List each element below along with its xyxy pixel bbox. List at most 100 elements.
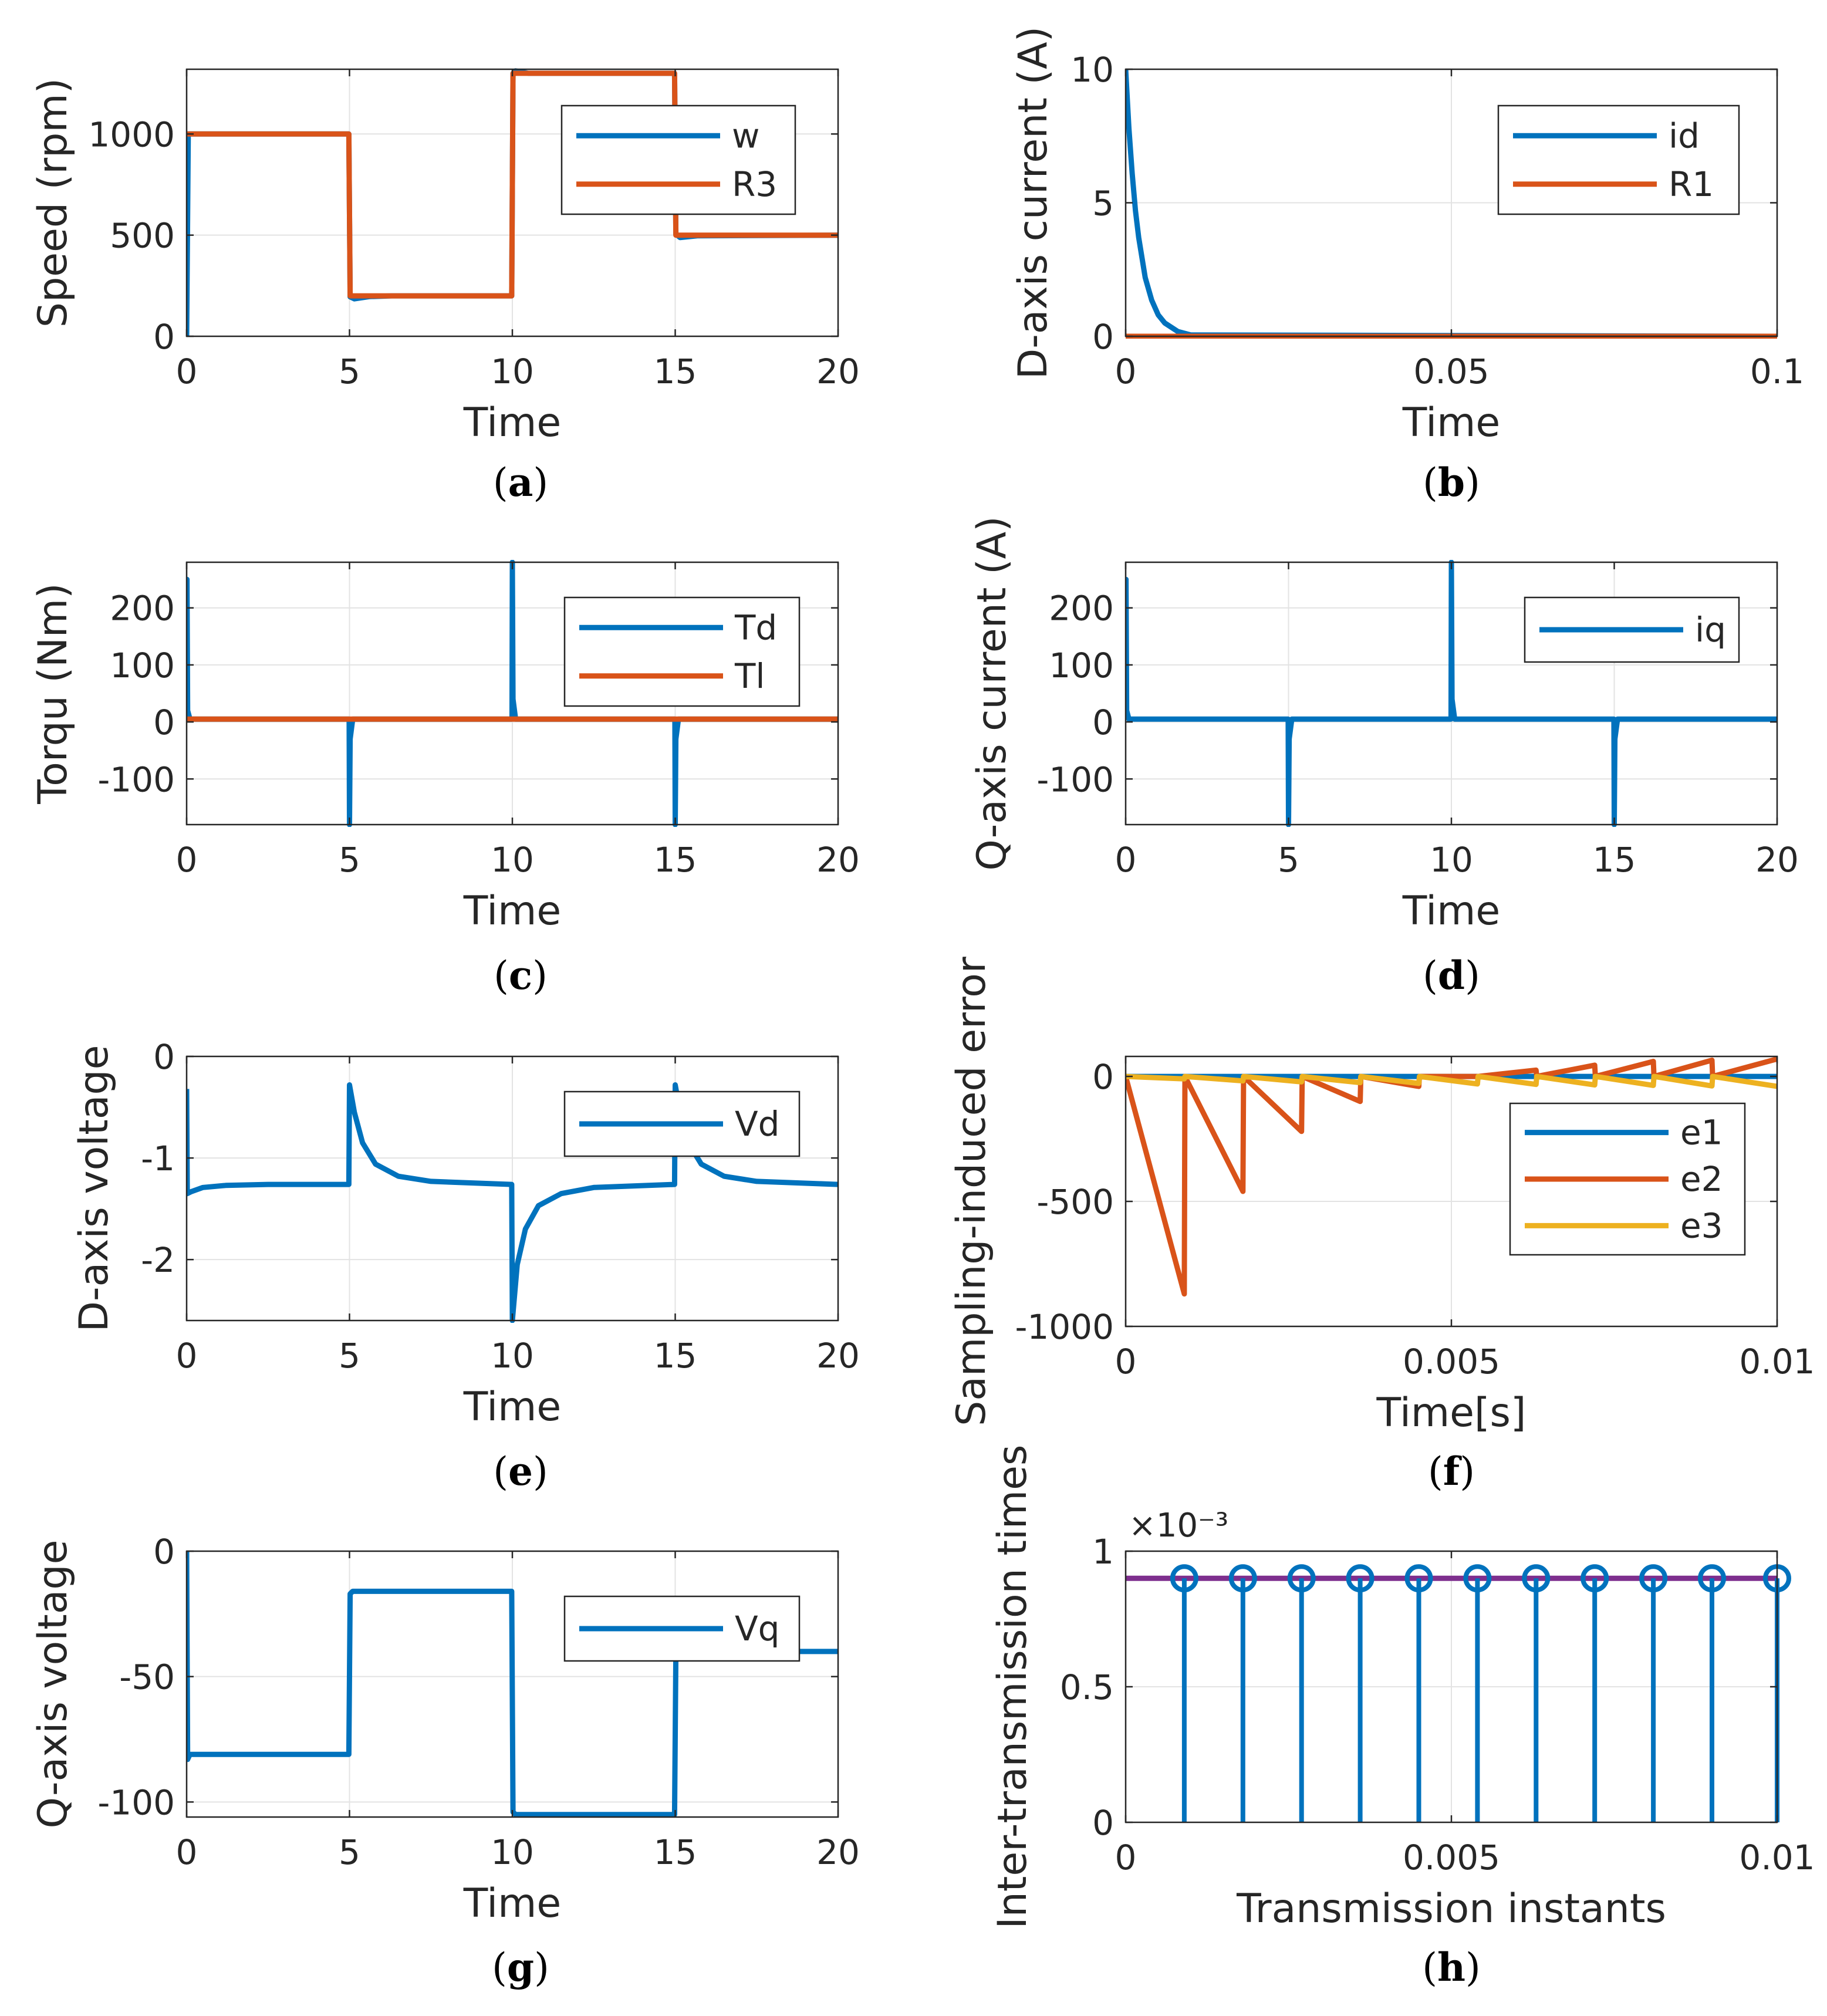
x-tick-label: 0 <box>1115 1838 1137 1877</box>
x-tick-label: 0 <box>1115 1342 1137 1382</box>
caption-paren: ( <box>1422 1945 1437 1990</box>
x-tick-label: 15 <box>654 1336 697 1376</box>
legend-entry-Vq: Vq <box>735 1609 780 1649</box>
chart-panel-b: 0 0.05 0.1 0 5 10 Time D-axis current (A) id R1 (b… <box>1010 26 1804 505</box>
chart-panel-f: 0 0.005 0.01 -1000 -500 0 Time[s] Sampling-indu… <box>948 957 1815 1494</box>
x-axis-label: Time <box>1402 888 1500 934</box>
x-tick-label: 0 <box>1115 840 1137 880</box>
x-tick-label: 0.01 <box>1739 1342 1815 1382</box>
series-line-e2 <box>1126 1056 1777 1297</box>
x-tick-label: 0 <box>1115 352 1137 391</box>
caption-paren: ) <box>1465 1945 1481 1990</box>
chart-panel-h: 0 0.005 0.01 0 0.5 1 Transmission instants Inte… <box>990 1445 1815 1990</box>
x-tick-label: 15 <box>654 1832 697 1872</box>
y-tick-label: -2 <box>141 1240 175 1280</box>
y-tick-label: 0 <box>1092 1803 1114 1843</box>
caption-paren: ) <box>532 953 548 998</box>
y-tick-label: 500 <box>110 216 175 256</box>
series-line-iq <box>1126 560 1777 827</box>
x-axis-label: Time <box>463 400 561 446</box>
legend-entry-w: w <box>732 116 759 156</box>
y-tick-label: 0 <box>153 317 175 357</box>
y-axis-label: Speed (rpm) <box>30 78 76 327</box>
panel-caption: (a) <box>493 460 548 505</box>
panel-caption: (e) <box>493 1448 548 1494</box>
y-axis-label: Inter-transmission times <box>990 1445 1036 1929</box>
legend-entry-R1: R1 <box>1669 164 1714 204</box>
caption-paren: ) <box>534 1945 549 1990</box>
x-axis-label: Time <box>463 1384 561 1430</box>
x-tick-label: 5 <box>339 352 360 391</box>
stem-marker <box>1698 1564 1726 1593</box>
legend-box <box>1497 104 1740 215</box>
y-tick-label: 100 <box>1049 646 1114 685</box>
x-tick-label: 20 <box>816 1832 860 1872</box>
legend-entry-e3: e3 <box>1680 1205 1723 1245</box>
x-tick-label: 0.1 <box>1750 352 1804 391</box>
stem-marker <box>1522 1564 1551 1593</box>
x-axis-label: Time <box>1402 400 1500 446</box>
stem-marker <box>1228 1564 1257 1593</box>
caption-letter: c <box>509 953 532 998</box>
series-line-id <box>1126 69 1777 339</box>
x-tick-label: 10 <box>491 352 534 391</box>
x-tick-label: 20 <box>816 1336 860 1376</box>
legend: w R3 <box>560 104 796 215</box>
x-tick-label: 20 <box>1755 840 1799 880</box>
x-tick-label: 0 <box>176 840 198 880</box>
chart-panel-d: 0 5 10 15 20 -100 0 100 200 Time Q-axis current (A… <box>969 516 1799 998</box>
caption-letter: h <box>1437 1944 1465 1990</box>
y-tick-label: 0 <box>153 1532 175 1572</box>
legend-entry-iq: iq <box>1695 610 1726 650</box>
y-tick-label: 0 <box>153 703 175 742</box>
x-tick-label: 5 <box>339 840 360 880</box>
caption-letter: b <box>1438 460 1465 505</box>
caption-letter: d <box>1438 953 1465 998</box>
y-tick-label: 5 <box>1092 184 1114 224</box>
panel-caption: (h) <box>1422 1944 1481 1990</box>
stem-marker <box>1346 1564 1375 1593</box>
series-line-Vq <box>187 1551 838 1818</box>
plot-area <box>1126 560 1777 827</box>
y-axis-label: Sampling-induced error <box>948 957 995 1426</box>
stem-marker <box>1287 1564 1316 1593</box>
x-tick-label: 0.005 <box>1403 1342 1500 1382</box>
y-tick-label: 1000 <box>88 114 175 154</box>
y-axis-label: D-axis current (A) <box>1010 26 1056 379</box>
caption-paren: ) <box>533 1449 548 1494</box>
caption-letter: e <box>508 1448 533 1494</box>
x-tick-label: 5 <box>339 1336 360 1376</box>
legend-entry-R3: R3 <box>732 164 777 204</box>
stem-marker <box>1404 1564 1433 1593</box>
legend-entry-e1: e1 <box>1680 1113 1723 1153</box>
legend: e1 e2 e3 <box>1509 1102 1746 1256</box>
caption-paren: ( <box>1423 953 1438 998</box>
y-tick-label: -1 <box>141 1139 175 1178</box>
legend-box <box>560 104 796 215</box>
x-tick-label: 15 <box>1593 840 1636 880</box>
y-tick-label: 100 <box>110 646 175 685</box>
caption-paren: ( <box>1428 1449 1443 1494</box>
caption-letter: f <box>1443 1448 1462 1494</box>
plot-area <box>187 1551 838 1818</box>
legend: id R1 <box>1497 104 1740 215</box>
y-tick-label: 200 <box>1049 589 1114 629</box>
x-tick-label: 0.005 <box>1403 1838 1500 1877</box>
caption-paren: ) <box>533 460 548 505</box>
caption-paren: ( <box>492 1945 507 1990</box>
chart-panel-e: 0 5 10 15 20 -2 -1 0 Time D-axis voltage Vd (e) <box>71 1037 860 1494</box>
y-tick-label: -100 <box>1036 759 1114 799</box>
y-axis-label: Q-axis current (A) <box>969 516 1015 870</box>
caption-letter: a <box>508 460 533 505</box>
panel-caption: (c) <box>494 953 548 998</box>
caption-paren: ) <box>1460 1449 1475 1494</box>
x-tick-label: 0.01 <box>1739 1838 1815 1877</box>
x-axis-label: Time <box>463 1880 561 1927</box>
x-tick-label: 0 <box>176 1336 198 1376</box>
caption-paren: ) <box>1465 460 1480 505</box>
x-axis-label: Transmission instants <box>1236 1886 1666 1932</box>
legend-entry-id: id <box>1669 116 1700 156</box>
caption-paren: ( <box>493 460 508 505</box>
caption-letter: g <box>507 1944 534 1990</box>
y-tick-label: 0 <box>1092 703 1114 742</box>
